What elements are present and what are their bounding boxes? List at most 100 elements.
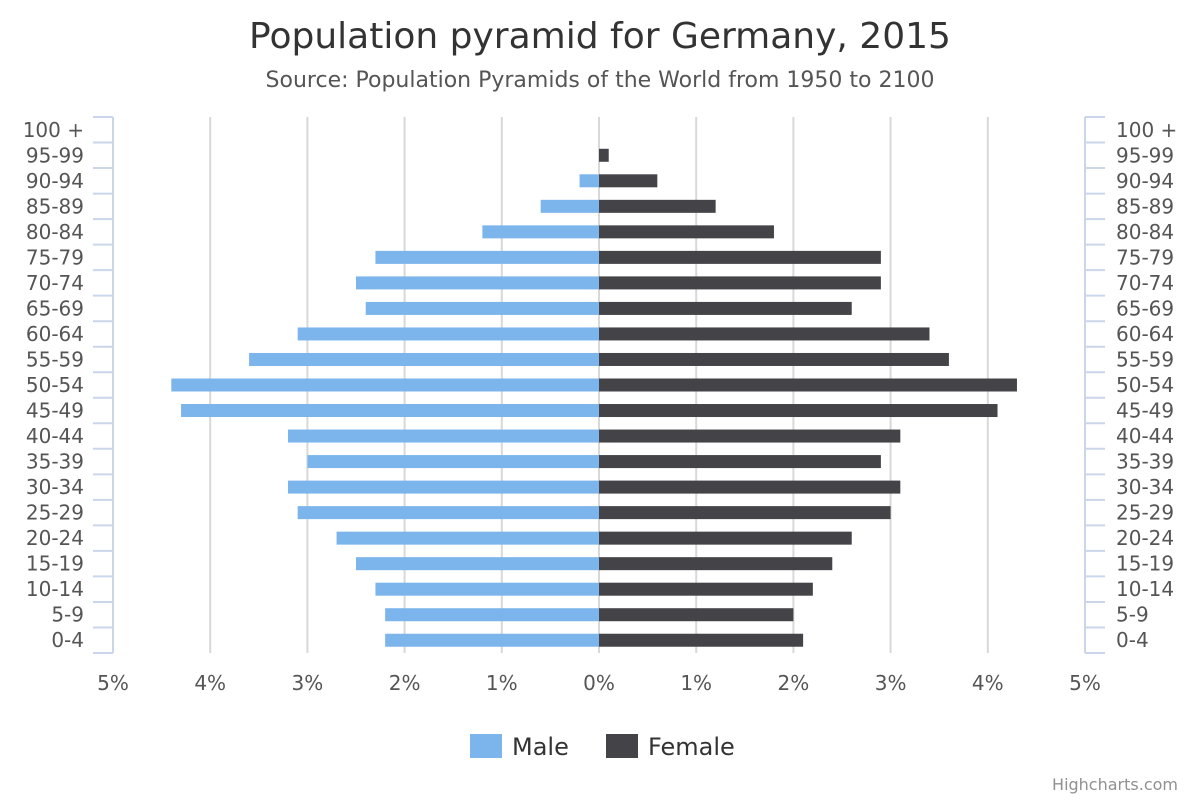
male-bar-10-14 [375, 582, 599, 596]
female-bar-80-84 [599, 225, 774, 239]
x-tick-label: 1% [680, 671, 712, 695]
female-bar-25-29 [599, 506, 891, 520]
y-tick-label-right: 55-59 [1116, 347, 1174, 371]
y-axis-labels-left: 0-45-910-1415-1920-2425-2930-3435-3940-4… [23, 118, 84, 652]
y-tick-label-right: 65-69 [1116, 296, 1174, 320]
y-tick-label-left: 55-59 [26, 347, 84, 371]
male-bar-50-54 [171, 378, 599, 392]
y-tick-label-left: 95-99 [26, 143, 84, 167]
y-tick-label-right: 90-94 [1116, 169, 1174, 193]
y-axis-labels-right: 0-45-910-1415-1920-2425-2930-3435-3940-4… [1116, 118, 1177, 652]
y-tick-label-left: 75-79 [26, 245, 84, 269]
female-bar-90-94 [599, 174, 658, 188]
y-tick-label-right: 95-99 [1116, 143, 1174, 167]
y-tick-label-right: 30-34 [1116, 475, 1174, 499]
y-tick-label-left: 100 + [23, 118, 84, 142]
male-bar-5-9 [385, 608, 599, 622]
y-tick-label-right: 45-49 [1116, 399, 1174, 423]
female-legend-swatch [606, 734, 638, 758]
male-legend-label: Male [512, 733, 569, 761]
x-tick-label: 4% [194, 671, 226, 695]
female-bar-85-89 [599, 199, 716, 213]
female-bar-0-4 [599, 633, 804, 647]
male-bar-0-4 [385, 633, 599, 647]
male-bar-55-59 [249, 352, 599, 366]
female-bar-40-44 [599, 429, 901, 443]
x-tick-label: 2% [778, 671, 810, 695]
y-tick-label-right: 35-39 [1116, 450, 1174, 474]
male-bar-80-84 [482, 225, 599, 239]
y-tick-label-left: 45-49 [26, 399, 84, 423]
x-tick-label: 2% [389, 671, 421, 695]
female-bar-70-74 [599, 276, 881, 290]
y-tick-label-left: 70-74 [26, 271, 84, 295]
male-bar-20-24 [336, 531, 599, 545]
x-tick-label: 5% [1069, 671, 1101, 695]
y-tick-label-right: 0-4 [1116, 628, 1149, 652]
y-tick-label-left: 25-29 [26, 501, 84, 525]
male-legend-swatch [470, 734, 502, 758]
male-bar-90-94 [579, 174, 599, 188]
y-tick-label-left: 60-64 [26, 322, 84, 346]
y-tick-label-right: 10-14 [1116, 577, 1174, 601]
female-bar-95-99 [599, 148, 609, 162]
male-bar-75-79 [375, 250, 599, 264]
chart-title: Population pyramid for Germany, 2015 [249, 16, 951, 57]
male-bar-60-64 [297, 327, 599, 341]
x-tick-label: 3% [292, 671, 324, 695]
female-bar-5-9 [599, 608, 794, 622]
y-tick-label-right: 70-74 [1116, 271, 1174, 295]
female-bar-60-64 [599, 327, 930, 341]
female-bar-75-79 [599, 250, 881, 264]
x-tick-label: 3% [875, 671, 907, 695]
y-tick-label-left: 10-14 [26, 577, 84, 601]
y-tick-label-left: 35-39 [26, 450, 84, 474]
female-bar-65-69 [599, 301, 852, 315]
y-tick-label-left: 40-44 [26, 424, 84, 448]
female-bar-15-19 [599, 557, 833, 571]
male-bar-35-39 [307, 455, 599, 469]
male-bar-15-19 [356, 557, 599, 571]
y-tick-label-left: 20-24 [26, 526, 84, 550]
y-tick-label-left: 65-69 [26, 296, 84, 320]
y-tick-label-right: 80-84 [1116, 220, 1174, 244]
y-tick-label-left: 15-19 [26, 552, 84, 576]
x-tick-label: 4% [972, 671, 1004, 695]
y-tick-label-right: 5-9 [1116, 603, 1149, 627]
female-legend-label: Female [648, 733, 735, 761]
y-axes [93, 116, 1105, 654]
y-tick-label-right: 20-24 [1116, 526, 1174, 550]
male-bar-30-34 [287, 480, 599, 494]
legend: Male Female [470, 733, 735, 761]
y-tick-label-left: 80-84 [26, 220, 84, 244]
male-bar-65-69 [365, 301, 599, 315]
y-tick-label-right: 85-89 [1116, 194, 1174, 218]
male-bar-25-29 [297, 506, 599, 520]
y-tick-label-right: 50-54 [1116, 373, 1174, 397]
female-bar-10-14 [599, 582, 813, 596]
male-bar-45-49 [181, 404, 600, 418]
y-tick-label-right: 15-19 [1116, 552, 1174, 576]
highcharts-credit[interactable]: Highcharts.com [1052, 775, 1178, 794]
x-axis-labels: 5% 4% 3% 2% 1% 0% 1% 2% 3% 4% 5% [97, 671, 1101, 695]
y-tick-label-left: 30-34 [26, 475, 84, 499]
y-tick-label-right: 100 + [1116, 118, 1177, 142]
male-bar-85-89 [540, 199, 599, 213]
female-bar-20-24 [599, 531, 852, 545]
y-tick-label-right: 60-64 [1116, 322, 1174, 346]
female-bar-55-59 [599, 352, 949, 366]
x-tick-label: 1% [486, 671, 518, 695]
male-bar-70-74 [356, 276, 599, 290]
male-bar-40-44 [287, 429, 599, 443]
x-tick-label: 0% [583, 671, 615, 695]
female-bar-50-54 [599, 378, 1017, 392]
female-bar-45-49 [599, 404, 998, 418]
y-tick-label-left: 90-94 [26, 169, 84, 193]
y-tick-label-right: 75-79 [1116, 245, 1174, 269]
female-bar-30-34 [599, 480, 901, 494]
y-tick-label-left: 0-4 [51, 628, 84, 652]
y-tick-label-right: 25-29 [1116, 501, 1174, 525]
x-tick-label: 5% [97, 671, 129, 695]
y-tick-label-right: 40-44 [1116, 424, 1174, 448]
